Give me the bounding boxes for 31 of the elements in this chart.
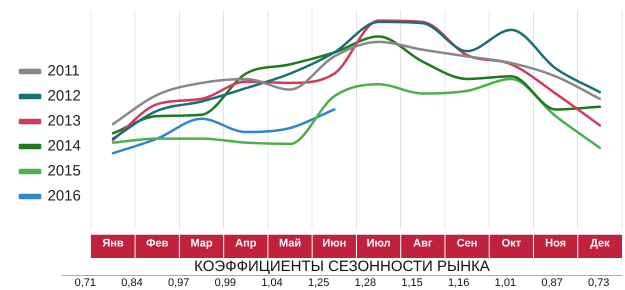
data-label: 0,99 [214, 276, 238, 290]
legend-label: 2015 [48, 162, 81, 180]
data-label: 1,04 [260, 276, 284, 290]
x-tick-label: Апр [235, 237, 257, 250]
text: КОЭФФИЦИЕНТЫ СЕЗОННОСТИ РЫНКА [62, 258, 622, 276]
data-label: 1,16 [447, 276, 470, 290]
data-label: 0,73 [587, 276, 610, 290]
data-label: 1,01 [494, 276, 518, 290]
data-label: 0,87 [540, 276, 564, 290]
x-tick-label: Окт [502, 237, 522, 250]
data-label: 1,25 [306, 276, 330, 290]
x-tick-label: Мар [190, 237, 213, 250]
legend-label: 2011 [48, 62, 80, 80]
legend-label: 2013 [48, 112, 81, 130]
x-tick-label: Авг [413, 237, 433, 250]
x-tick-label: Ноя [545, 237, 566, 250]
legend-label: 2012 [48, 88, 81, 105]
data-label: 1,28 [354, 276, 378, 290]
legend-label: 2016 [48, 188, 81, 205]
x-tick-label: Янв [102, 237, 124, 250]
data-label: 1,15 [400, 276, 424, 290]
x-tick-label: Май [278, 237, 302, 250]
data-label: 0,71 [74, 276, 98, 290]
data-label: 0,97 [166, 276, 190, 290]
x-tick-label: Фев [146, 237, 169, 250]
x-tick-label: Сен [456, 237, 478, 250]
x-tick-label: Дек [590, 237, 610, 250]
x-tick-label: Июн [322, 237, 346, 250]
data-label: 0,84 [120, 276, 144, 290]
legend-label: 2014 [48, 138, 81, 155]
x-tick-label: Июл [366, 237, 391, 250]
